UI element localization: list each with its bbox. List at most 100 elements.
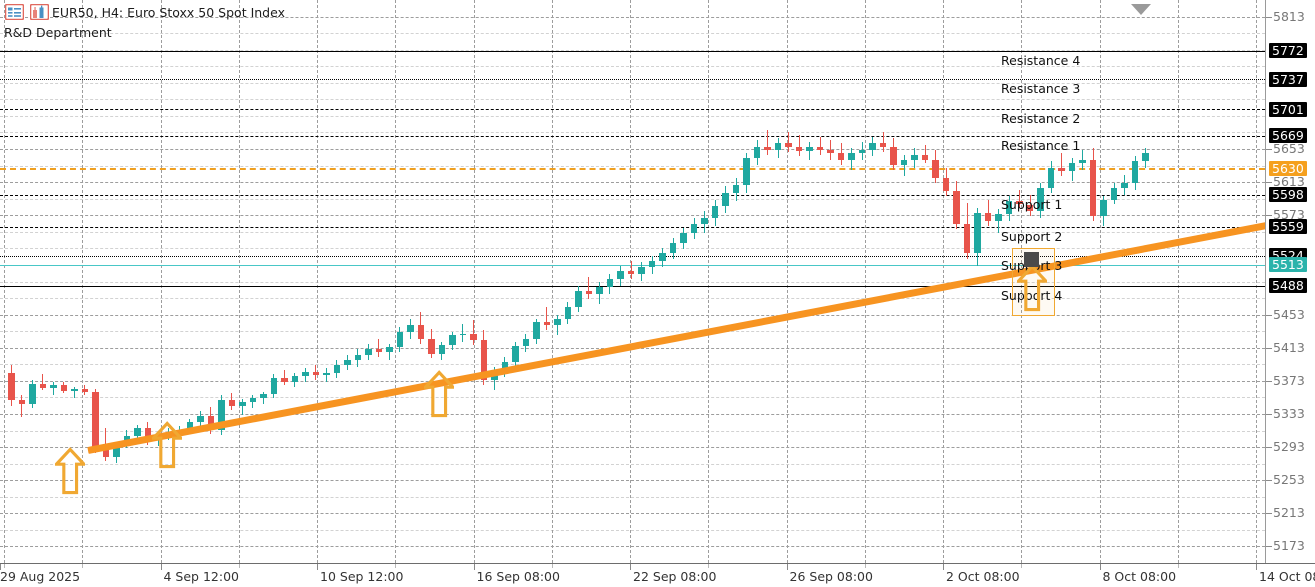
price-tag-5559[interactable]: 5559: [1269, 219, 1307, 235]
price-gridline-minor: [0, 33, 1265, 35]
time-gridline: [238, 0, 240, 563]
chevron-down-marker[interactable]: [1131, 0, 1151, 19]
candle-body: [375, 348, 383, 352]
time-axis-minor-tick: [317, 564, 318, 568]
candle-body: [522, 338, 530, 347]
candle-body: [627, 270, 635, 275]
candle-body: [71, 389, 78, 391]
price-axis-label: 5253: [1273, 472, 1305, 488]
candle-wick: [472, 320, 474, 346]
price-gridline: [0, 16, 1265, 18]
candle-body: [774, 143, 782, 150]
time-axis-minor-tick: [1256, 564, 1257, 568]
candle-body: [428, 338, 435, 354]
time-gridline: [943, 0, 944, 563]
candle-body: [102, 447, 110, 457]
price-tag-5669[interactable]: 5669: [1269, 128, 1307, 144]
support-2-line: [0, 226, 1265, 228]
candle-body: [302, 371, 309, 376]
time-gridline: [317, 0, 318, 563]
time-gridline: [864, 0, 866, 563]
candle-body: [1037, 187, 1044, 212]
price-axis-label: 5333: [1273, 405, 1305, 421]
buy-signal-arrow[interactable]: [54, 447, 86, 496]
candle-body: [1016, 201, 1023, 205]
candle-body: [228, 399, 236, 406]
candle-body: [554, 318, 561, 326]
time-axis-label: 22 Sep 08:00: [633, 569, 717, 584]
price-gridline-minor: [0, 99, 1265, 101]
price-tag-5513[interactable]: 5513: [1269, 257, 1307, 273]
price-tag-5488[interactable]: 5488: [1269, 278, 1307, 294]
candle-body: [470, 333, 477, 341]
price-gridline-minor: [0, 529, 1265, 531]
bid-line-line: [0, 264, 1265, 266]
candle-body: [869, 143, 876, 150]
price-axis-label: 5373: [1273, 372, 1305, 388]
candle-body: [270, 378, 278, 395]
buy-signal-arrow[interactable]: [1016, 264, 1048, 313]
price-tag-5701[interactable]: 5701: [1269, 101, 1307, 117]
price-gridline-minor: [0, 82, 1265, 84]
price-axis-label: 5173: [1273, 538, 1305, 554]
price-axis-tick: [1266, 480, 1272, 482]
candle-body: [407, 325, 414, 332]
time-axis[interactable]: 29 Aug 2025 4 Sep 12:00 10 Sep 12:00 16 Sep…: [0, 563, 1315, 587]
price-tag-5737[interactable]: 5737: [1269, 71, 1307, 87]
price-gridline-minor: [0, 198, 1265, 200]
chart-type-icon[interactable]: [30, 4, 49, 20]
candle-body: [911, 154, 918, 160]
candle-body: [323, 372, 330, 376]
buy-signal-arrow[interactable]: [151, 421, 183, 470]
price-chart-canvas[interactable]: Resistance 4 Resistance 3 Resistance 2 Resi…: [0, 0, 1265, 563]
current-price-line: [0, 168, 1265, 171]
buy-signal-arrow[interactable]: [423, 370, 455, 419]
candle-wick: [21, 394, 23, 418]
candle-wick: [630, 260, 632, 279]
candle-wick: [388, 343, 390, 361]
candle-body: [438, 345, 446, 354]
price-gridline-minor: [0, 331, 1265, 333]
resistance-3-label: Resistance 3: [1001, 81, 1081, 97]
candle-wick: [588, 277, 590, 299]
candle-body: [890, 146, 897, 165]
candle-body: [1131, 161, 1139, 183]
candle-body: [984, 212, 992, 222]
candle-body: [921, 154, 929, 160]
resistance-2-line: [0, 109, 1265, 111]
price-gridline-minor: [0, 364, 1265, 366]
candle-body: [680, 232, 687, 243]
price-axis[interactable]: 5813 5653 5613 5573 5453 5413 5373 5333 5293 5253…: [1265, 0, 1315, 563]
candle-body: [1089, 159, 1097, 217]
candle-body: [354, 355, 362, 361]
candle-wick: [924, 144, 926, 164]
time-axis-label: 10 Sep 12:00: [320, 569, 404, 584]
time-gridline: [786, 0, 788, 563]
time-axis-minor-tick: [630, 564, 631, 568]
candle-body: [459, 333, 467, 336]
price-axis-tick: [1266, 314, 1272, 316]
candle-body: [879, 143, 887, 147]
price-tag-5598[interactable]: 5598: [1269, 187, 1307, 203]
time-axis-minor-tick: [160, 564, 162, 568]
candle-body: [333, 365, 341, 373]
candle-body: [827, 149, 834, 154]
price-axis-tick: [1266, 215, 1272, 217]
candle-body: [186, 422, 194, 430]
candle-wick: [798, 134, 800, 157]
candle-wick: [1082, 149, 1084, 170]
candle-body: [648, 260, 656, 268]
data-window-icon[interactable]: [5, 4, 24, 20]
price-axis-label: 5573: [1273, 207, 1305, 223]
resistance-4-label: Resistance 4: [1001, 52, 1081, 68]
entry-marker-square[interactable]: [1024, 252, 1039, 267]
candle-body: [260, 394, 267, 399]
time-axis-label: 26 Sep 08:00: [789, 569, 873, 584]
price-gridline: [0, 314, 1265, 316]
candle-body: [806, 146, 813, 152]
price-tag-5630[interactable]: 5630: [1269, 160, 1307, 176]
price-tag-5772[interactable]: 5772: [1269, 43, 1307, 58]
price-gridline-minor: [0, 463, 1265, 465]
price-gridline: [0, 447, 1265, 449]
candle-body: [669, 242, 677, 253]
